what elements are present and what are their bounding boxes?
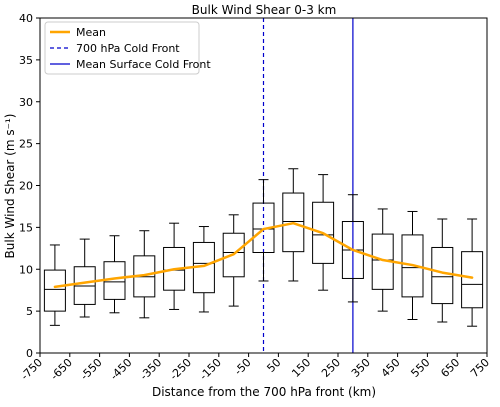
iqr-box <box>401 234 424 298</box>
y-tick-label: 35 <box>19 54 33 67</box>
boxes <box>43 168 484 327</box>
box-200 <box>312 174 335 291</box>
iqr-box <box>43 269 66 312</box>
x-tick-label: 450 <box>379 356 403 380</box>
mean-line <box>53 221 474 289</box>
iqr-box <box>222 232 245 278</box>
x-tick-label: -650 <box>48 356 75 383</box>
y-axis-label: Bulk Wind Shear (m s⁻¹) <box>3 114 17 259</box>
box-100 <box>282 168 305 282</box>
x-tick-label: 50 <box>264 356 283 375</box>
y-axis: 0 5 10 15 20 25 30 35 40 <box>19 12 40 360</box>
y-tick-label: 0 <box>26 347 33 360</box>
x-tick-label: -150 <box>197 356 224 383</box>
box--200 <box>192 226 215 313</box>
x-tick-label: -550 <box>78 356 105 383</box>
y-tick-label: 30 <box>19 96 33 109</box>
x-tick-label: 250 <box>319 356 343 380</box>
x-tick-label: -350 <box>137 356 164 383</box>
iqr-box <box>282 192 305 253</box>
legend-box <box>44 21 200 75</box>
box--500 <box>103 235 126 314</box>
legend: Mean 700 hPa Cold Front Mean Surface Col… <box>44 21 211 75</box>
box-0 <box>252 179 275 282</box>
mean-series <box>53 221 474 289</box>
x-axis: -750 -650 -550 -450 -350 -250 -150 -50 50 150 250 3… <box>18 353 492 383</box>
y-tick-label: 15 <box>19 221 33 234</box>
box--600 <box>73 238 96 318</box>
x-tick-label: -50 <box>232 356 254 378</box>
x-tick-label: 150 <box>289 356 313 380</box>
x-tick-label: -450 <box>108 356 135 383</box>
legend-mean-label: Mean <box>76 26 106 39</box>
x-axis-label: Distance from the 700 hPa front (km) <box>152 385 376 399</box>
chart-title: Bulk Wind Shear 0-3 km <box>192 3 337 17</box>
y-tick-label: 40 <box>19 12 33 25</box>
y-tick-label: 10 <box>19 263 33 276</box>
x-tick-label: -250 <box>167 356 194 383</box>
y-tick-label: 5 <box>26 305 33 318</box>
y-tick-label: 25 <box>19 138 33 151</box>
box-700 <box>461 218 484 327</box>
y-tick-label: 20 <box>19 180 33 193</box>
box--100 <box>222 214 245 307</box>
iqr-box <box>461 251 484 309</box>
front-lines <box>262 18 354 353</box>
x-tick-label: 650 <box>438 356 462 380</box>
legend-surface-label: Mean Surface Cold Front <box>76 58 211 71</box>
box--700 <box>43 244 66 326</box>
iqr-box <box>312 201 335 264</box>
iqr-box <box>431 246 454 305</box>
x-tick-label: 750 <box>468 356 492 380</box>
x-tick-label: 350 <box>349 356 373 380</box>
x-tick-label: 550 <box>408 356 432 380</box>
legend-700hpa-label: 700 hPa Cold Front <box>76 42 180 55</box>
box--300 <box>163 222 186 310</box>
